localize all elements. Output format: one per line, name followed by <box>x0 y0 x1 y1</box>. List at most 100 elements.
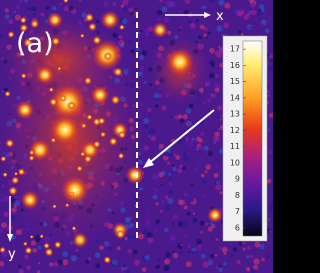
texture-dot <box>172 252 179 259</box>
texture-dot <box>236 260 241 265</box>
texture-dot <box>266 53 270 57</box>
texture-dot <box>128 216 132 220</box>
texture-dot <box>171 2 176 7</box>
texture-dot <box>32 7 37 11</box>
texture-dot <box>186 211 191 216</box>
texture-dot <box>135 47 140 52</box>
texture-dot <box>196 143 202 149</box>
texture-dot <box>210 93 215 98</box>
texture-dot <box>59 3 62 6</box>
small-spot <box>57 66 62 71</box>
texture-dot <box>223 262 227 266</box>
texture-dot <box>266 90 270 93</box>
texture-dot <box>128 40 133 45</box>
texture-dot <box>40 12 45 17</box>
texture-dot <box>153 93 160 99</box>
texture-dot <box>179 26 182 30</box>
texture-dot <box>160 184 163 187</box>
texture-dot <box>215 74 219 78</box>
texture-dot <box>268 150 273 155</box>
texture-dot <box>16 4 21 9</box>
texture-dot <box>122 6 128 12</box>
texture-dot <box>214 253 218 257</box>
texture-dot <box>268 230 271 233</box>
colorbar-tick-label: 11 <box>230 142 240 151</box>
texture-dot <box>137 233 144 240</box>
texture-dot <box>208 72 215 79</box>
texture-dot <box>138 66 145 72</box>
texture-dot <box>144 145 149 151</box>
texture-dot <box>156 17 161 22</box>
texture-dot <box>161 105 167 111</box>
texture-dot <box>145 221 150 226</box>
texture-dot <box>131 6 135 10</box>
texture-dot <box>155 219 161 225</box>
texture-dot <box>250 254 254 258</box>
texture-dot <box>242 247 246 251</box>
small-spot <box>19 23 29 33</box>
bright-spot <box>47 12 63 28</box>
small-spot <box>88 22 97 32</box>
bright-spot <box>15 100 35 120</box>
texture-dot <box>72 259 75 262</box>
texture-dot <box>182 152 187 156</box>
texture-dot <box>187 166 190 169</box>
figure: x y (a) 6 7 8 9 10 11 12 13 14 15 16 17 <box>0 0 273 273</box>
texture-dot <box>112 32 118 38</box>
bright-spots <box>0 0 223 264</box>
texture-dot <box>163 16 170 23</box>
texture-dot <box>124 236 128 241</box>
texture-dot <box>229 253 234 258</box>
texture-dot <box>158 143 164 149</box>
bright-spot <box>165 47 195 77</box>
texture-dot <box>203 102 206 105</box>
texture-dot <box>218 246 222 250</box>
texture-dot <box>207 226 213 232</box>
bright-spot <box>60 175 90 205</box>
texture-dot <box>129 11 134 16</box>
texture-dot <box>200 253 206 259</box>
texture-dot <box>164 195 170 200</box>
texture-dot <box>134 14 137 17</box>
small-spot <box>83 154 93 164</box>
texture-dot <box>200 173 205 178</box>
small-spot <box>28 154 35 162</box>
colorbar-tick-label: 7 <box>235 207 240 216</box>
small-spot <box>92 35 102 45</box>
texture-dot <box>208 0 216 4</box>
texture-dot <box>223 22 230 29</box>
bright-spot <box>125 165 145 185</box>
texture-dot <box>205 164 212 170</box>
texture-dot <box>14 14 21 21</box>
small-spot <box>53 240 62 249</box>
texture-dot <box>221 246 228 253</box>
texture-dot <box>30 240 37 246</box>
texture-dot <box>219 191 223 195</box>
texture-dot <box>180 243 184 247</box>
small-spot <box>19 16 27 24</box>
small-spot <box>115 229 126 240</box>
texture-dot <box>120 4 124 8</box>
texture-dot <box>199 131 205 137</box>
texture-dot <box>133 249 138 255</box>
texture-dot <box>161 171 166 176</box>
texture-dot <box>181 220 188 227</box>
texture-dot <box>53 261 59 267</box>
small-spot <box>0 155 7 162</box>
texture-dot <box>203 145 209 151</box>
texture-dot <box>38 261 41 265</box>
texture-dot <box>203 33 207 37</box>
texture-dot <box>182 137 187 142</box>
small-spot <box>86 114 93 121</box>
texture-dot <box>266 254 271 259</box>
colorbar-tick-label: 9 <box>235 175 240 184</box>
texture-dot <box>127 235 132 240</box>
texture-dot <box>78 0 82 2</box>
texture-dot <box>0 222 7 229</box>
small-spot <box>50 137 57 144</box>
texture-dot <box>18 264 22 268</box>
texture-dot <box>249 26 252 29</box>
panel-label: (a) <box>16 28 54 59</box>
colorbar-tick-label: 17 <box>230 45 240 54</box>
colorbar-ticks: 6 7 8 9 10 11 12 13 14 15 16 17 <box>230 45 246 232</box>
